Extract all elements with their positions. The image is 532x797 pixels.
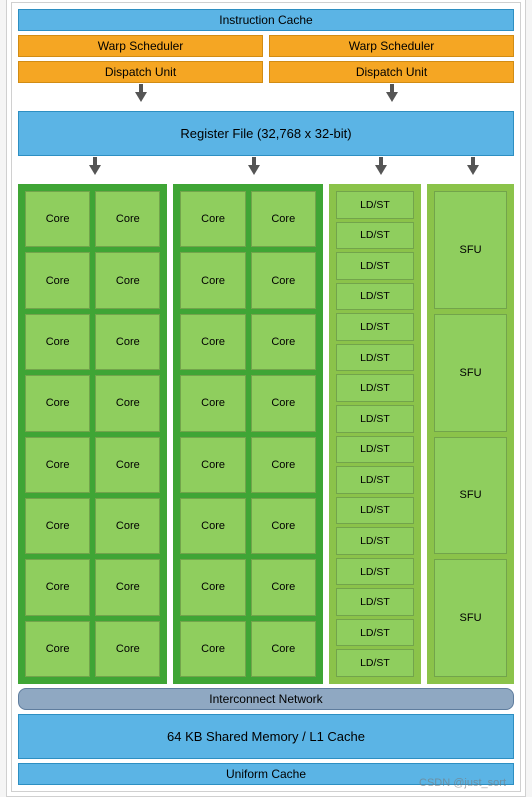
core-unit: Core [180, 252, 245, 308]
ldst-unit: LD/ST [336, 252, 414, 280]
arrow-down-icon [89, 165, 101, 175]
core-unit: Core [251, 621, 316, 677]
arrow-down-icon [375, 165, 387, 175]
diagram-frame: Instruction Cache Warp Scheduler Warp Sc… [6, 0, 526, 797]
watermark-text: CSDN @just_sort [419, 777, 506, 789]
arrow-down-icon [386, 92, 398, 102]
instruction-cache-block: Instruction Cache [18, 9, 514, 31]
arrow-down-icon [467, 165, 479, 175]
arrow-down-icon [135, 92, 147, 102]
ldst-unit: LD/ST [336, 466, 414, 494]
ldst-unit: LD/ST [336, 283, 414, 311]
interconnect-block: Interconnect Network [18, 688, 514, 710]
core-unit: Core [25, 252, 90, 308]
core-unit: Core [95, 621, 160, 677]
sfu-block: SFUSFUSFUSFU [427, 184, 514, 684]
core-unit: Core [180, 621, 245, 677]
core-unit: Core [251, 498, 316, 554]
ldst-unit: LD/ST [336, 588, 414, 616]
dispatch-unit-right: Dispatch Unit [269, 61, 514, 83]
core-unit: Core [25, 621, 90, 677]
arrow-down-icon [248, 165, 260, 175]
shared-memory-block: 64 KB Shared Memory / L1 Cache [18, 714, 514, 759]
ldst-unit: LD/ST [336, 222, 414, 250]
sfu-unit: SFU [434, 559, 507, 677]
ldst-unit: LD/ST [336, 497, 414, 525]
core-unit: Core [25, 498, 90, 554]
dispatch-unit-row: Dispatch Unit Dispatch Unit [18, 61, 514, 83]
core-unit: Core [180, 437, 245, 493]
sfu-unit: SFU [434, 191, 507, 309]
core-block-2: CoreCoreCoreCoreCoreCoreCoreCoreCoreCore… [173, 184, 322, 684]
core-unit: Core [25, 191, 90, 247]
core-block-1: CoreCoreCoreCoreCoreCoreCoreCoreCoreCore… [18, 184, 167, 684]
core-unit: Core [251, 191, 316, 247]
ldst-unit: LD/ST [336, 527, 414, 555]
sfu-unit: SFU [434, 437, 507, 555]
ldst-unit: LD/ST [336, 619, 414, 647]
ldst-unit: LD/ST [336, 558, 414, 586]
ldst-unit: LD/ST [336, 344, 414, 372]
execution-units-row: CoreCoreCoreCoreCoreCoreCoreCoreCoreCore… [18, 184, 514, 684]
sm-block: Instruction Cache Warp Scheduler Warp Sc… [11, 2, 521, 792]
core-unit: Core [251, 314, 316, 370]
core-unit: Core [25, 437, 90, 493]
core-unit: Core [95, 191, 160, 247]
core-unit: Core [251, 559, 316, 615]
ldst-block: LD/STLD/STLD/STLD/STLD/STLD/STLD/STLD/ST… [329, 184, 421, 684]
ldst-unit: LD/ST [336, 436, 414, 464]
core-unit: Core [180, 498, 245, 554]
core-unit: Core [25, 314, 90, 370]
core-unit: Core [180, 191, 245, 247]
ldst-unit: LD/ST [336, 405, 414, 433]
ldst-unit: LD/ST [336, 191, 414, 219]
warp-scheduler-row: Warp Scheduler Warp Scheduler [18, 35, 514, 57]
core-unit: Core [95, 252, 160, 308]
core-unit: Core [251, 437, 316, 493]
register-file-block: Register File (32,768 x 32-bit) [18, 111, 514, 156]
arrow-row-lower [18, 160, 514, 180]
core-unit: Core [25, 559, 90, 615]
ldst-unit: LD/ST [336, 374, 414, 402]
core-unit: Core [180, 375, 245, 431]
core-unit: Core [95, 314, 160, 370]
warp-scheduler-right: Warp Scheduler [269, 35, 514, 57]
core-unit: Core [251, 375, 316, 431]
core-unit: Core [95, 437, 160, 493]
dispatch-unit-left: Dispatch Unit [18, 61, 263, 83]
arrow-row-upper [18, 87, 514, 107]
warp-scheduler-left: Warp Scheduler [18, 35, 263, 57]
core-unit: Core [95, 559, 160, 615]
sfu-unit: SFU [434, 314, 507, 432]
core-unit: Core [95, 498, 160, 554]
core-unit: Core [180, 314, 245, 370]
ldst-unit: LD/ST [336, 313, 414, 341]
core-unit: Core [180, 559, 245, 615]
core-unit: Core [251, 252, 316, 308]
ldst-unit: LD/ST [336, 649, 414, 677]
core-unit: Core [25, 375, 90, 431]
core-unit: Core [95, 375, 160, 431]
